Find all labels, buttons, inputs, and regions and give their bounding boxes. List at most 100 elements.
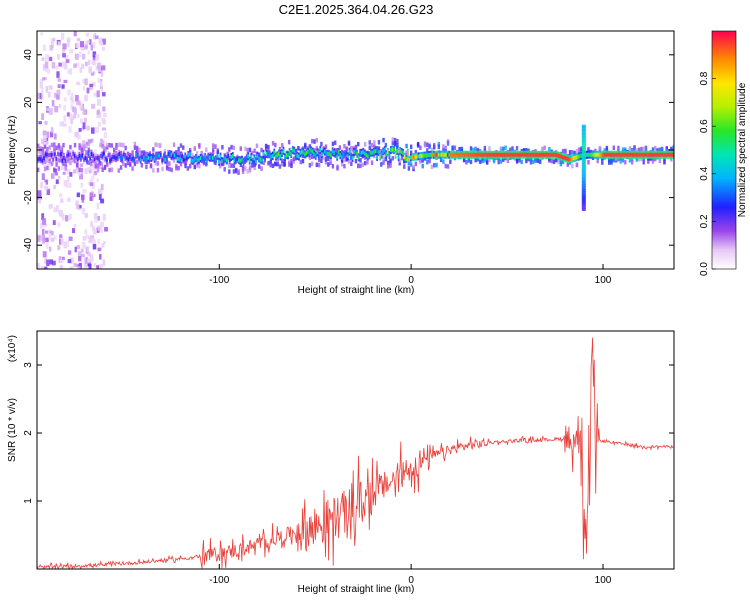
heatmap-halo-cell xyxy=(80,147,84,153)
heatmap-noise-cell xyxy=(97,189,101,195)
heatmap-ridge-core xyxy=(588,152,590,157)
heatmap-halo-cell xyxy=(276,157,279,163)
heatmap-halo-cell xyxy=(403,158,406,164)
heatmap-halo-cell xyxy=(69,160,72,166)
heatmap-noise-cell xyxy=(84,229,88,235)
heatmap-noise-cell xyxy=(92,239,97,245)
heatmap-spike-cell xyxy=(581,153,586,157)
heatmap-ridge-core xyxy=(632,152,635,157)
heatmap-halo-cell xyxy=(106,145,109,150)
heatmap-noise-cell xyxy=(58,62,63,67)
heatmap-ridge-core xyxy=(436,152,438,157)
heatmap-ridge-core xyxy=(167,151,170,156)
heatmap-halo-cell xyxy=(188,163,192,169)
heatmap-ridge-core xyxy=(79,155,82,160)
heatmap-ridge-core xyxy=(374,149,377,154)
heatmap-ridge-core xyxy=(307,149,309,154)
heatmap-halo-cell xyxy=(389,163,392,168)
heatmap-halo-cell xyxy=(53,167,56,172)
heatmap-noise-cell xyxy=(56,71,60,78)
heatmap-halo-cell xyxy=(246,169,249,174)
heatmap-halo-cell xyxy=(145,153,148,158)
heatmap-halo-cell xyxy=(631,156,634,162)
heatmap-halo-cell xyxy=(43,159,47,164)
heatmap-halo-cell xyxy=(409,144,413,150)
heatmap-noise-cell xyxy=(49,45,53,51)
heatmap-ridge-core xyxy=(325,151,328,156)
heatmap-ridge-core xyxy=(239,158,242,163)
snr-y-exponent: (x10⁴) xyxy=(7,335,18,362)
heatmap-ridge-core xyxy=(205,158,208,163)
heatmap-ridge-core xyxy=(624,152,627,157)
heatmap-halo-cell xyxy=(60,145,63,151)
heatmap-noise-cell xyxy=(54,92,57,98)
heatmap-ridge-core xyxy=(287,153,289,158)
heatmap-halo-cell xyxy=(228,163,231,169)
heatmap-noise-cell xyxy=(53,184,56,190)
heatmap-halo-cell xyxy=(117,168,120,173)
heatmap-halo-cell xyxy=(324,144,328,149)
heatmap-halo-cell xyxy=(154,161,157,166)
heatmap-ridge-core xyxy=(162,155,165,160)
heatmap-ridge-core xyxy=(475,152,478,157)
heatmap-ridge-core xyxy=(104,156,107,161)
heatmap-halo-cell xyxy=(527,156,530,162)
heatmap-halo-cell xyxy=(244,146,247,152)
heatmap-spike-cell xyxy=(581,193,586,197)
heatmap-halo-cell xyxy=(278,164,282,169)
heatmap-halo-cell xyxy=(168,161,171,166)
heatmap-ridge-core xyxy=(617,152,620,157)
heatmap-ridge-core xyxy=(288,149,291,154)
snr-y-tick-label: 2 xyxy=(23,430,34,436)
heatmap-halo-cell xyxy=(571,150,574,155)
heatmap-ridge-core xyxy=(84,156,87,161)
heatmap-halo-cell xyxy=(71,157,74,163)
heatmap-ridge-core xyxy=(354,149,357,154)
heatmap-halo-cell xyxy=(658,158,662,164)
heatmap-halo-cell xyxy=(631,160,634,165)
heatmap-halo-cell xyxy=(414,149,417,155)
heatmap-halo-cell xyxy=(131,150,134,155)
heatmap-halo-cell xyxy=(529,160,533,165)
heatmap-ridge-core xyxy=(75,155,78,160)
heatmap-ridge-core xyxy=(584,152,587,157)
heatmap-noise-cell xyxy=(100,229,104,233)
heatmap-spike-cell xyxy=(581,136,586,140)
heatmap-ridge-core xyxy=(196,158,199,163)
heatmap-ridge-core xyxy=(664,152,667,157)
heatmap-noise-cell xyxy=(102,106,106,112)
heatmap-spike-cell xyxy=(581,129,586,133)
heatmap-halo-cell xyxy=(101,143,104,149)
heatmap-halo-cell xyxy=(124,163,127,168)
heatmap-ridge-core xyxy=(72,151,75,156)
heatmap-ridge-core xyxy=(503,152,506,157)
heatmap-halo-cell xyxy=(571,163,574,169)
heatmap-noise-cell xyxy=(73,224,77,228)
heatmap-ridge-core xyxy=(164,157,167,162)
heatmap-noise-cell xyxy=(56,94,60,100)
heatmap-halo-cell xyxy=(57,145,61,151)
heatmap-noise-cell xyxy=(69,48,74,54)
heatmap-halo-cell xyxy=(548,146,551,152)
heatmap-halo-cell xyxy=(281,158,284,163)
heatmap-ridge-core xyxy=(256,154,259,159)
heatmap-halo-cell xyxy=(43,144,47,150)
heatmap-ridge-core xyxy=(73,153,76,158)
heatmap-spike-cell xyxy=(581,131,586,135)
heatmap-ridge-core xyxy=(207,154,210,159)
heatmap-noise-cell xyxy=(63,115,67,122)
heatmap-ridge-core xyxy=(439,152,441,157)
heatmap-ridge-core xyxy=(43,156,45,161)
heatmap-noise-cell xyxy=(53,207,58,213)
heatmap-halo-cell xyxy=(499,159,503,164)
spectrogram-y-label: Frequency (Hz) xyxy=(7,116,18,185)
heatmap-halo-cell xyxy=(108,152,111,157)
heatmap-ridge-core xyxy=(99,153,102,158)
spectrogram-x-label: Height of straight line (km) xyxy=(298,285,415,296)
heatmap-ridge-core xyxy=(502,152,504,157)
heatmap-halo-cell xyxy=(504,145,507,150)
heatmap-ridge-core xyxy=(279,154,282,159)
heatmap-ridge-core xyxy=(528,152,530,157)
heatmap-ridge-core xyxy=(145,158,148,163)
heatmap-halo-cell xyxy=(536,158,540,163)
